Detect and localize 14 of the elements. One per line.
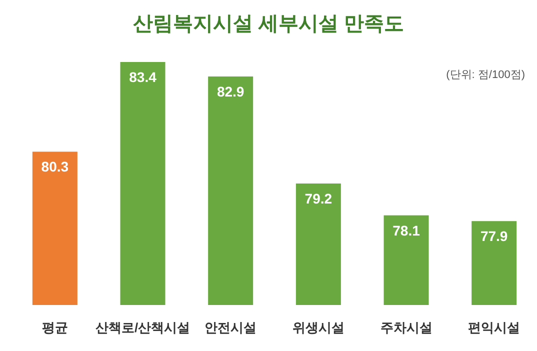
data-label: 80.3 [41,158,69,175]
x-tick-label: 편익시설 [468,320,520,335]
x-tick-label: 산책로/산책시설 [95,320,190,335]
x-tick-label: 주차시설 [380,320,432,335]
annotation: (단위: 점/100점) [446,69,525,81]
x-tick-label: 안전시설 [204,320,257,335]
chart-title: 산림복지시설 세부시설 만족도 [132,13,404,35]
data-label: 82.9 [216,83,244,100]
data-label: 77.9 [480,228,508,244]
x-tick-label: 평균 [42,320,68,335]
data-label: 83.4 [129,69,157,85]
data-label: 79.2 [304,190,332,206]
x-tick-label: 위생시설 [292,320,344,335]
data-label: 78.1 [392,222,420,238]
